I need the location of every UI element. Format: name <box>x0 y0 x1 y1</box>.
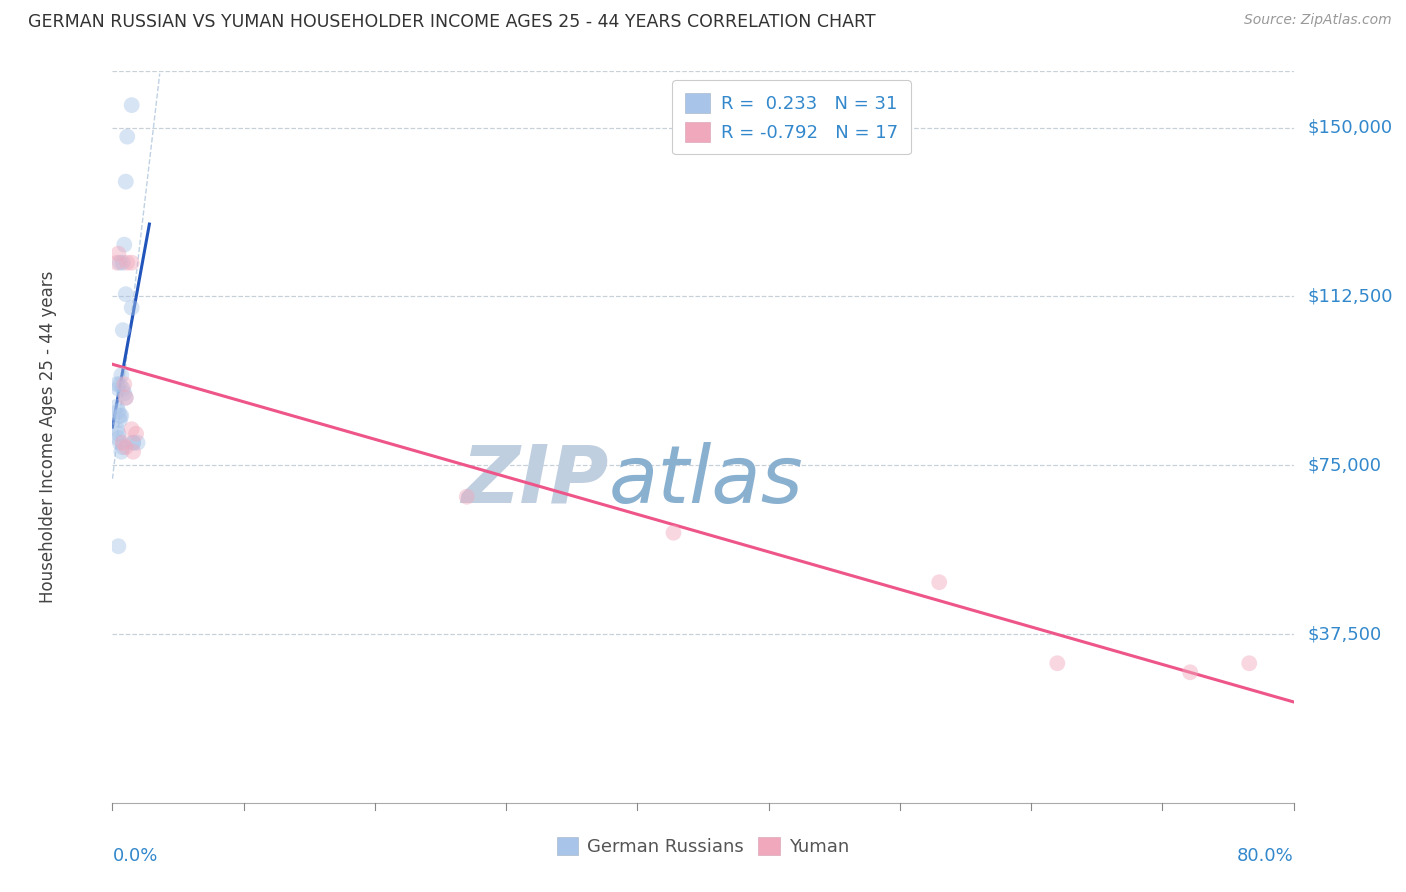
Point <box>107 539 129 553</box>
Point <box>111 435 134 450</box>
Point <box>121 255 143 269</box>
Point <box>1178 665 1201 680</box>
Text: $37,500: $37,500 <box>1308 625 1382 643</box>
Point <box>122 435 145 450</box>
Point <box>105 422 128 436</box>
Point <box>114 440 136 454</box>
Point <box>122 435 145 450</box>
Text: Source: ZipAtlas.com: Source: ZipAtlas.com <box>1244 13 1392 28</box>
Point <box>108 413 131 427</box>
Point <box>111 255 134 269</box>
Point <box>662 525 685 540</box>
Point <box>110 368 132 383</box>
Point <box>108 255 131 269</box>
Point <box>110 444 132 458</box>
Point <box>112 237 135 252</box>
Point <box>114 391 136 405</box>
Text: GERMAN RUSSIAN VS YUMAN HOUSEHOLDER INCOME AGES 25 - 44 YEARS CORRELATION CHART: GERMAN RUSSIAN VS YUMAN HOUSEHOLDER INCO… <box>28 13 876 31</box>
Point <box>107 404 129 418</box>
Point <box>114 391 136 405</box>
Text: 0.0%: 0.0% <box>112 847 157 864</box>
Point <box>108 435 131 450</box>
Point <box>108 377 131 392</box>
Point <box>114 287 136 301</box>
Point <box>107 431 129 445</box>
Point <box>121 301 143 315</box>
Text: $150,000: $150,000 <box>1308 119 1393 136</box>
Point <box>107 246 129 260</box>
Point <box>121 98 143 112</box>
Point <box>117 255 138 269</box>
Point <box>107 426 129 441</box>
Point <box>110 409 132 423</box>
Point <box>105 377 128 392</box>
Point <box>112 377 135 392</box>
Text: Householder Income Ages 25 - 44 years: Householder Income Ages 25 - 44 years <box>38 271 56 603</box>
Point <box>107 382 129 396</box>
Point <box>105 255 128 269</box>
Point <box>1239 657 1261 671</box>
Text: atlas: atlas <box>609 442 803 520</box>
Point <box>122 444 145 458</box>
Point <box>111 323 134 337</box>
Point <box>1046 657 1069 671</box>
Point <box>114 175 136 189</box>
Text: $112,500: $112,500 <box>1308 287 1393 305</box>
Point <box>125 426 148 441</box>
Point <box>112 386 135 401</box>
Text: 80.0%: 80.0% <box>1237 847 1294 864</box>
Text: $75,000: $75,000 <box>1308 456 1382 475</box>
Point <box>456 490 478 504</box>
Point <box>928 575 950 590</box>
Point <box>117 129 138 144</box>
Point <box>108 409 131 423</box>
Point <box>121 422 143 436</box>
Point <box>127 435 149 450</box>
Legend: German Russians, Yuman: German Russians, Yuman <box>550 830 856 863</box>
Point <box>111 440 134 454</box>
Point <box>105 400 128 414</box>
Point <box>111 382 134 396</box>
Text: ZIP: ZIP <box>461 442 609 520</box>
